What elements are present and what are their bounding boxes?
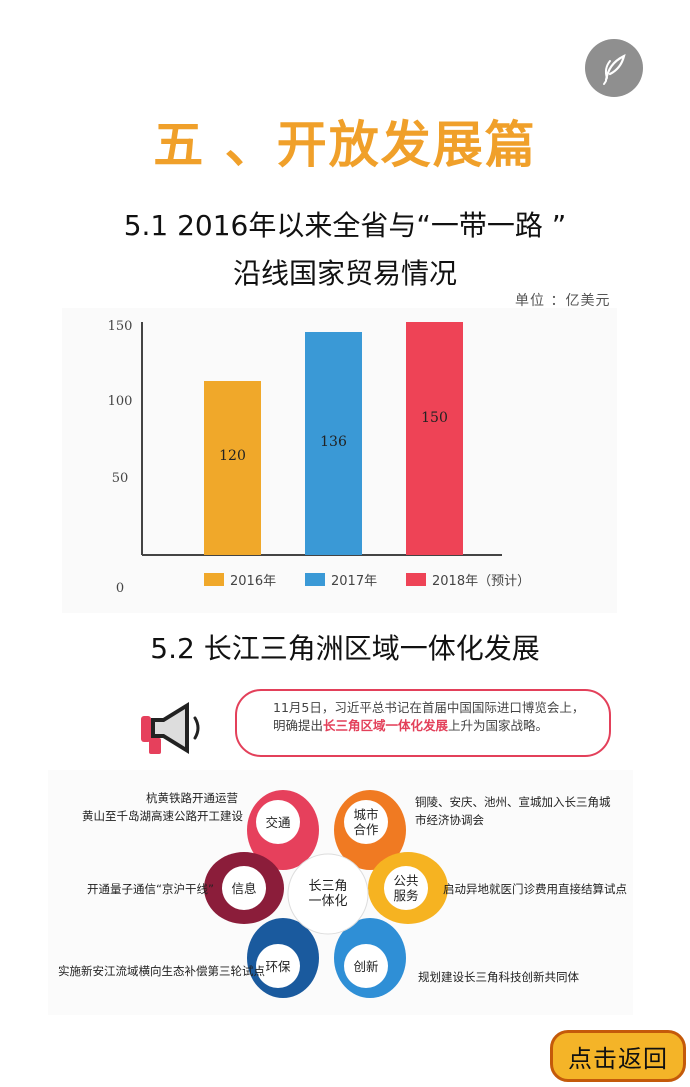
legend-swatch bbox=[305, 573, 325, 586]
note-chengshi-2: 市经济协调会 bbox=[415, 813, 484, 827]
yangtze-delta-diagram: 交通 城市 合作 公共 服务 创新 环保 信息 长三角 一体化 杭黄铁路开通运营 黄山… bbox=[48, 770, 633, 1015]
petal-label-chengshi: 城市 合作 bbox=[353, 807, 379, 837]
petal-label-xinxi: 信息 bbox=[231, 881, 257, 896]
bar bbox=[204, 381, 261, 555]
note-huanbao: 实施新安江流域横向生态补偿第三轮试点 bbox=[58, 964, 265, 978]
bar bbox=[406, 322, 463, 555]
trade-bar-chart: 0 50 100 150 120 136 150 2016年 2017年 2018年（预计） bbox=[62, 308, 617, 613]
note-xinxi: 开通量子通信“京沪干线” bbox=[87, 882, 214, 896]
petal-label-chuangxin: 创新 bbox=[353, 959, 379, 974]
note-jiaotong-1: 杭黄铁路开通运营 bbox=[146, 791, 238, 805]
note-chengshi-1: 铜陵、安庆、池州、宣城加入长三角城 bbox=[415, 795, 611, 809]
petal-xinxi bbox=[204, 852, 284, 924]
legend-label: 2018年（预计） bbox=[432, 574, 530, 589]
section1-title-line2: 沿线国家贸易情况 bbox=[232, 257, 457, 290]
petal-huanbao bbox=[247, 918, 319, 998]
bar bbox=[305, 332, 362, 555]
legend-swatch bbox=[204, 573, 224, 586]
center-circle bbox=[287, 853, 369, 935]
section1-title-line1: 5.1 2016年以来全省与“一带一路 ” bbox=[123, 209, 567, 242]
y-tick-label: 150 bbox=[108, 319, 133, 334]
y-tick-label: 0 bbox=[116, 581, 124, 596]
news-text-post: 上升为国家战略。 bbox=[448, 718, 549, 733]
legend-label: 2017年 bbox=[331, 574, 377, 589]
note-gonggong: 启动异地就医门诊费用直接结算试点 bbox=[443, 882, 627, 896]
petal-label-jiaotong: 交通 bbox=[265, 815, 291, 830]
flower-petals-svg bbox=[204, 790, 448, 998]
back-button[interactable]: 点击返回 bbox=[550, 1030, 686, 1082]
legend-label: 2016年 bbox=[230, 574, 276, 589]
bar-value-label: 120 bbox=[219, 448, 246, 464]
petal-label-huanbao: 环保 bbox=[265, 959, 291, 974]
news-text-pre: 11月5日，习近平总书记在首届中国国际进口博览会上，明确提出 bbox=[273, 700, 585, 733]
feather-logo-button[interactable] bbox=[585, 39, 643, 97]
y-tick-label: 50 bbox=[112, 471, 129, 486]
petal-gonggong bbox=[368, 852, 448, 924]
section2-title: 5.2 长江三角洲区域一体化发展 bbox=[150, 632, 540, 665]
news-text-highlight: 长三角区域一体化发展 bbox=[323, 718, 449, 733]
feather-logo-icon bbox=[603, 53, 626, 85]
bar-value-label: 150 bbox=[421, 410, 448, 426]
bar-chart-svg: 0 50 100 150 120 136 150 2016年 2017年 2018年（预计） bbox=[108, 319, 531, 596]
petal-chuangxin bbox=[334, 918, 406, 998]
megaphone-icon bbox=[133, 692, 213, 762]
bar-value-label: 136 bbox=[320, 434, 347, 450]
legend-swatch bbox=[406, 573, 426, 586]
page-title: 五 、开放发展篇 bbox=[153, 116, 537, 174]
petal-jiaotong bbox=[247, 790, 319, 870]
petal-label-gonggong: 公共 服务 bbox=[393, 873, 419, 903]
center-label: 长三角 一体化 bbox=[308, 879, 348, 909]
note-chuangxin: 规划建设长三角科技创新共同体 bbox=[418, 970, 579, 984]
petal-chengshi bbox=[334, 790, 406, 870]
y-tick-label: 100 bbox=[108, 394, 133, 409]
news-callout: 11月5日，习近平总书记在首届中国国际进口博览会上，明确提出长三角区域一体化发展… bbox=[235, 689, 611, 757]
note-jiaotong-2: 黄山至千岛湖高速公路开工建设 bbox=[82, 809, 243, 823]
chart-unit-label: 单位 ：亿美元 bbox=[515, 293, 611, 309]
